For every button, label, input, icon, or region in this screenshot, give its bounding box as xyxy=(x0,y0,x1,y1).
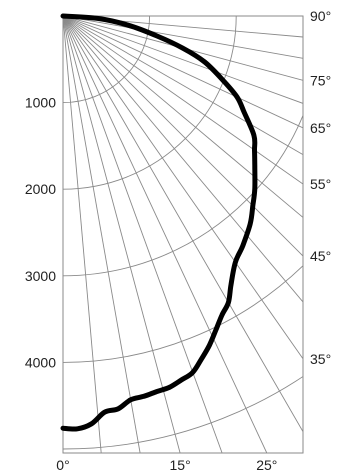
angle-gridline-30 xyxy=(63,16,303,432)
radial-gridline-5000 xyxy=(63,375,303,450)
angle-gridline-80 xyxy=(63,16,303,59)
angle-gridline-20 xyxy=(63,16,223,453)
curve-layer xyxy=(60,13,258,432)
grid xyxy=(63,16,303,453)
angle-tick-label-bottom-25: 25° xyxy=(256,457,277,473)
radial-tick-label-4000: 4000 xyxy=(25,354,56,370)
angle-tick-label-90: 90° xyxy=(310,8,331,24)
angle-gridline-70 xyxy=(63,16,303,104)
angle-tick-label-bottom-15: 15° xyxy=(170,457,191,473)
radial-gridline-3000 xyxy=(63,114,303,277)
tick-labels: 1000 2000 3000 4000 90° 75° 65° 55° 45° 35° 0° 15° 2… xyxy=(25,8,331,473)
radial-tick-label-2000: 2000 xyxy=(25,181,56,197)
angle-tick-label-55: 55° xyxy=(310,176,331,192)
angle-gridline-10 xyxy=(63,16,141,453)
angle-tick-label-bottom-0: 0° xyxy=(56,457,69,473)
radial-tick-label-1000: 1000 xyxy=(25,95,56,111)
angle-gridline-40 xyxy=(63,16,303,303)
radial-tick-label-3000: 3000 xyxy=(25,268,56,284)
radial-gridline-4000 xyxy=(63,265,303,363)
angle-gridline-25 xyxy=(63,16,268,453)
plot-frame xyxy=(62,15,304,454)
angle-gridline-50 xyxy=(63,16,303,218)
angle-gridline-15 xyxy=(63,16,181,453)
radial-gridline-2000 xyxy=(63,16,237,190)
angle-gridline-65 xyxy=(63,16,303,129)
angle-tick-label-45: 45° xyxy=(310,248,331,264)
angle-tick-label-65: 65° xyxy=(310,120,331,136)
angle-gridline-35 xyxy=(63,16,303,360)
angle-tick-label-75: 75° xyxy=(310,72,331,88)
angle-gridline-5 xyxy=(63,16,102,453)
intensity-curve-0 xyxy=(60,13,258,432)
angle-gridline-60 xyxy=(63,16,303,155)
angle-gridline-55 xyxy=(63,16,303,185)
angle-gridline-45 xyxy=(63,16,303,257)
angle-tick-label-35: 35° xyxy=(310,351,331,367)
